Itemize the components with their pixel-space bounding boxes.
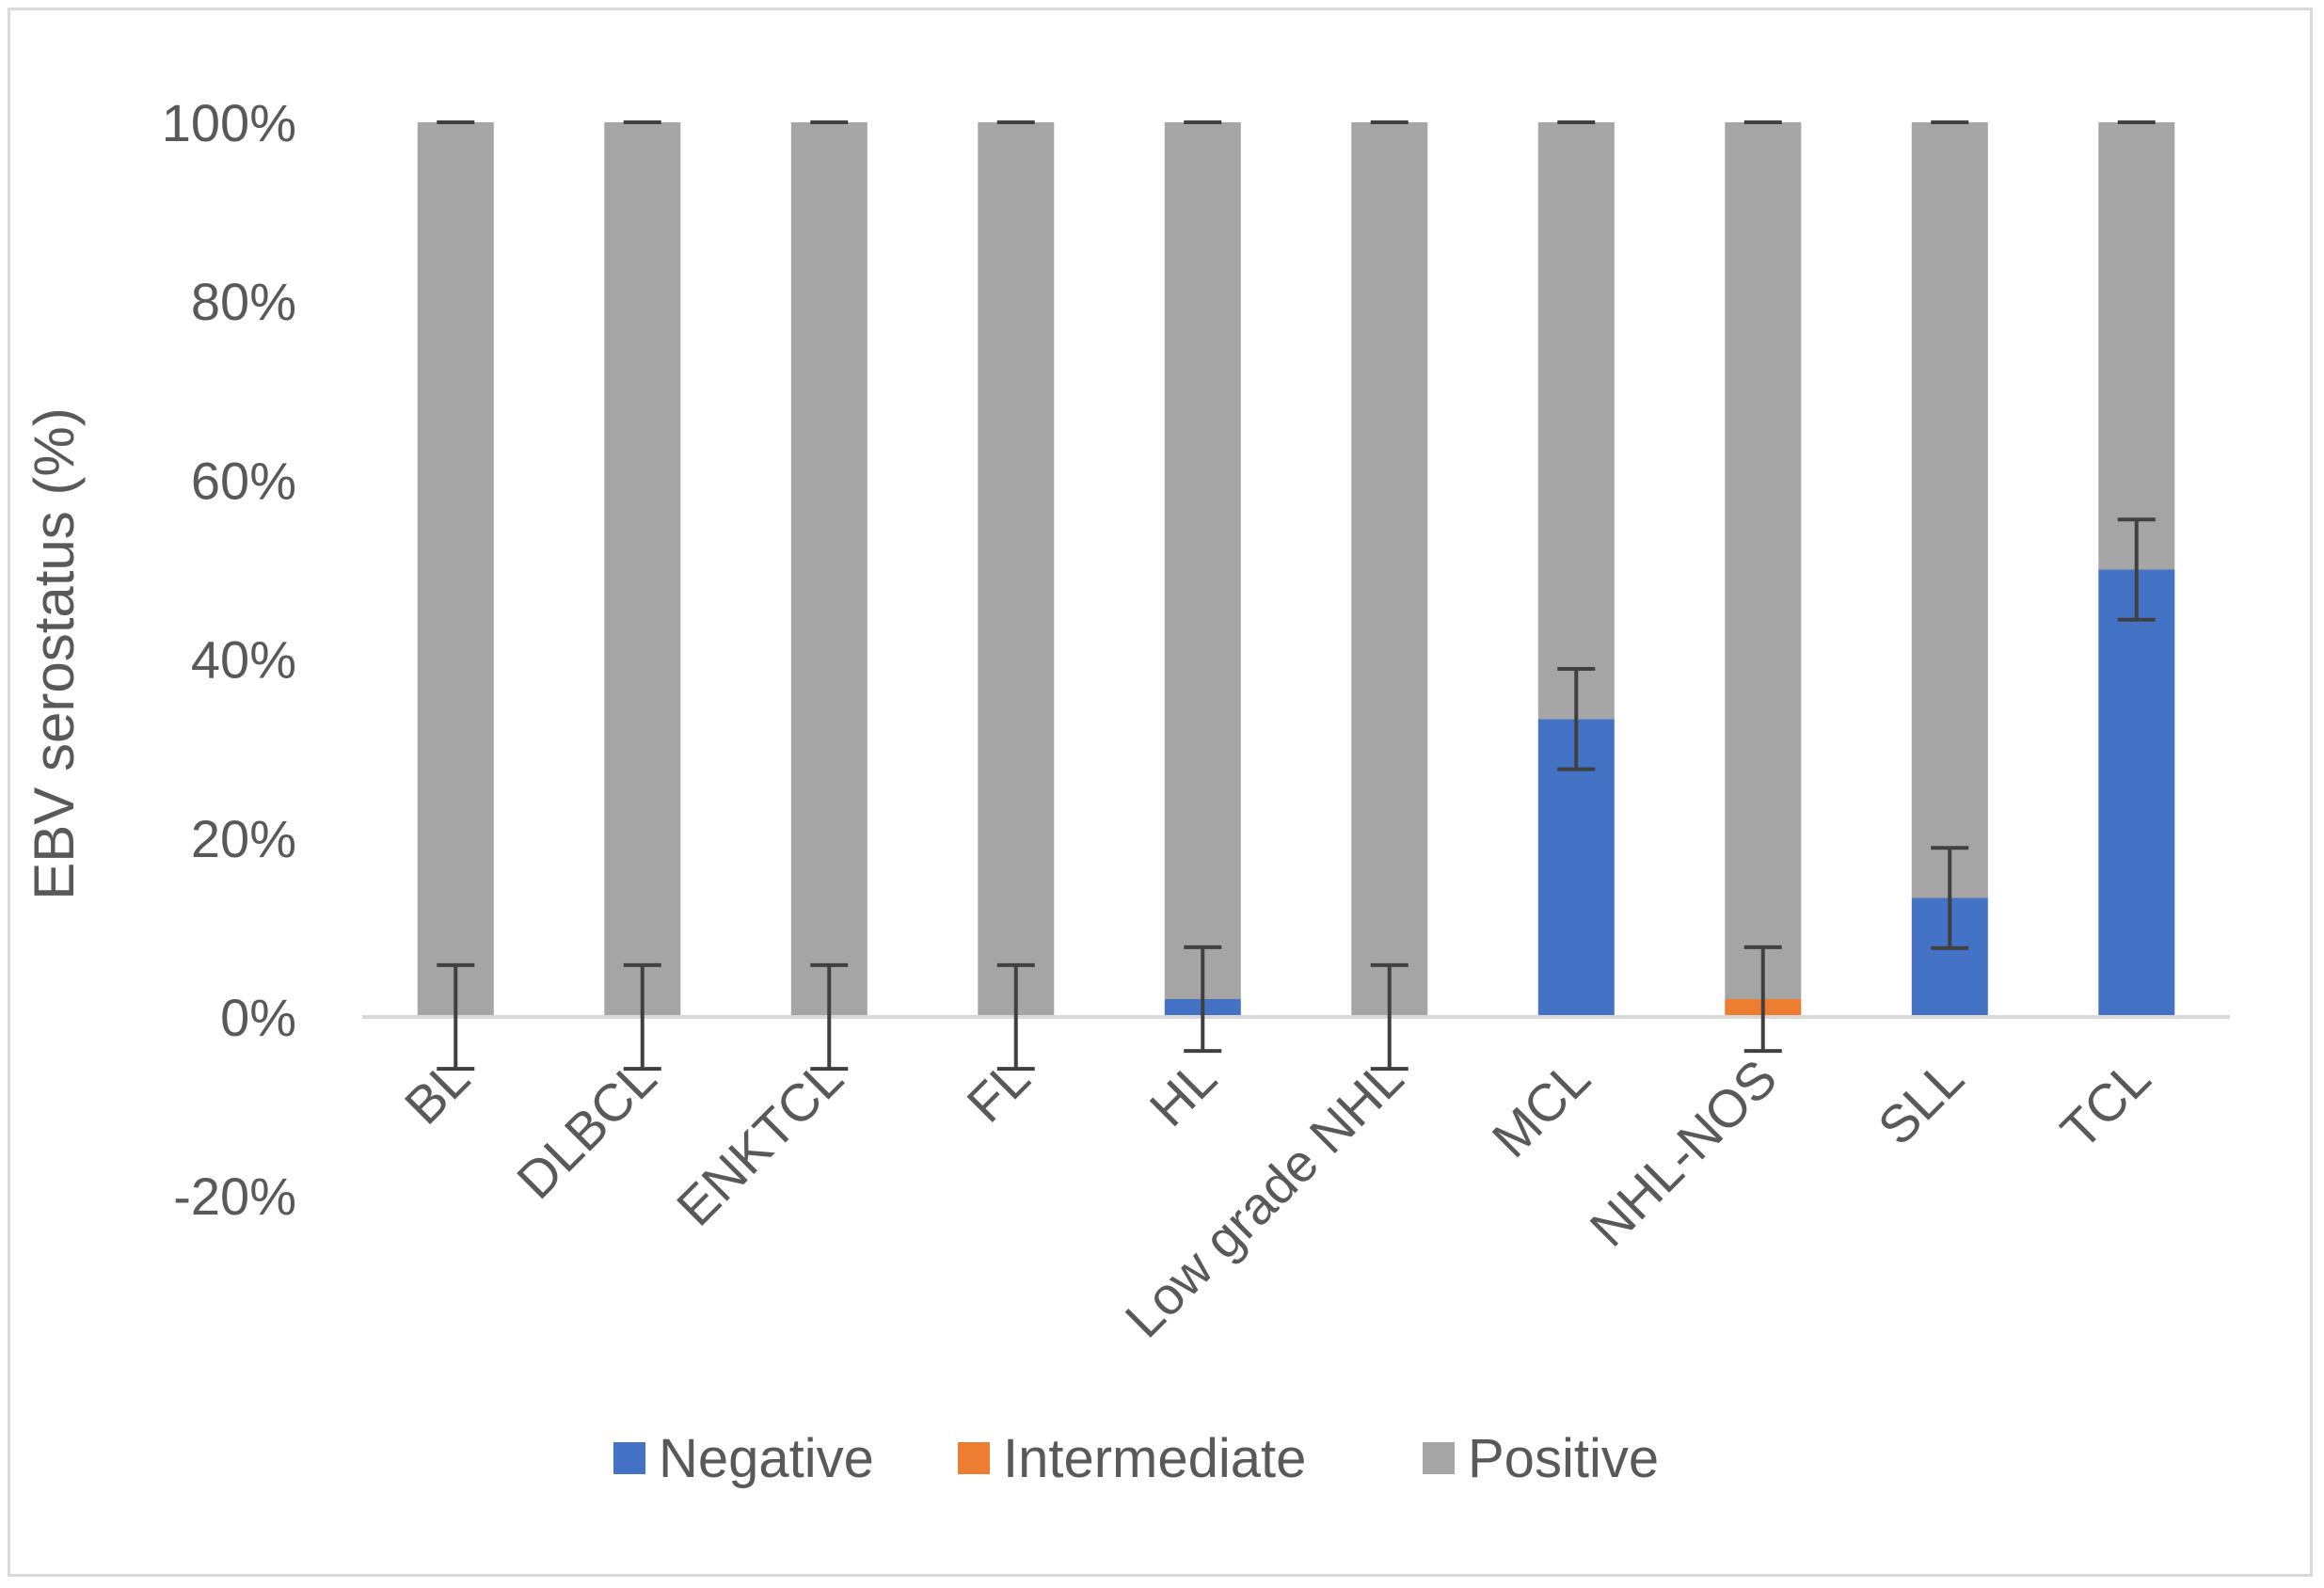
- category-label-dlbcl: DLBCL: [505, 1048, 667, 1210]
- error-bar-sll: [1931, 846, 1969, 950]
- category-label-mcl: MCL: [1481, 1048, 1601, 1168]
- bar-positive-mcl: [1537, 122, 1615, 720]
- y-tick-labels: -20% 0% 20% 40% 60% 80% 100%: [162, 93, 296, 1226]
- category-label-hl: HL: [1138, 1048, 1228, 1137]
- error-bars-layer: [437, 120, 2156, 1072]
- bar-positive-sll: [1911, 122, 1988, 898]
- error-bar-hl: [1184, 945, 1222, 1054]
- bar-positive-bl: [417, 122, 494, 1017]
- legend-swatch-intermediate: [958, 1442, 990, 1474]
- error-bar-enktcl: [810, 962, 849, 1072]
- legend-label-intermediate: Intermediate: [1003, 1428, 1306, 1489]
- bar-positive-enktcl: [790, 122, 868, 1017]
- category-label-nhl-nos: NHL-NOS: [1578, 1048, 1788, 1258]
- error-bar-dlbcl: [623, 962, 661, 1072]
- error-bar-bl: [437, 962, 475, 1072]
- bar-positive-nhl-nos: [1725, 122, 1802, 999]
- legend-swatch-positive: [1423, 1442, 1455, 1474]
- legend: Negative Intermediate Positive: [613, 1428, 1659, 1489]
- category-label-enktcl: ENKTCL: [665, 1048, 854, 1237]
- y-tick-label: -20%: [173, 1167, 296, 1226]
- bar-positive-dlbcl: [604, 122, 681, 1017]
- y-tick-label: 80%: [191, 272, 296, 331]
- bar-positive-low-grade-nhl: [1351, 122, 1428, 1017]
- bar-positive-tcl: [2098, 122, 2175, 570]
- error-bar-mcl: [1557, 667, 1596, 771]
- y-tick-label: 60%: [191, 451, 296, 510]
- error-bar-nhl-nos: [1743, 945, 1782, 1054]
- legend-label-negative: Negative: [659, 1428, 874, 1489]
- y-tick-label: 20%: [191, 809, 296, 868]
- error-bar-low-grade-nhl: [1370, 962, 1409, 1072]
- y-axis-title: EBV serostatus (%): [23, 407, 86, 900]
- legend-item-intermediate: Intermediate: [958, 1428, 1306, 1489]
- error-bar-fl: [996, 962, 1035, 1072]
- legend-label-positive: Positive: [1468, 1428, 1659, 1489]
- bars-layer: [417, 122, 2175, 1017]
- legend-item-positive: Positive: [1423, 1428, 1659, 1489]
- y-tick-label: 40%: [191, 630, 296, 690]
- bar-positive-hl: [1164, 122, 1241, 999]
- legend-swatch-negative: [613, 1442, 645, 1474]
- category-label-tcl: TCL: [2049, 1048, 2161, 1160]
- category-label-bl: BL: [393, 1048, 481, 1135]
- bar-negative-tcl: [2098, 569, 2175, 1017]
- category-label-fl: FL: [955, 1048, 1041, 1134]
- bar-positive-fl: [978, 122, 1055, 1017]
- legend-item-negative: Negative: [613, 1428, 874, 1489]
- error-bar-tcl: [2117, 517, 2156, 622]
- category-label-sll: SLL: [1867, 1048, 1975, 1156]
- y-tick-label: 0%: [220, 988, 296, 1047]
- y-tick-label: 100%: [162, 93, 296, 152]
